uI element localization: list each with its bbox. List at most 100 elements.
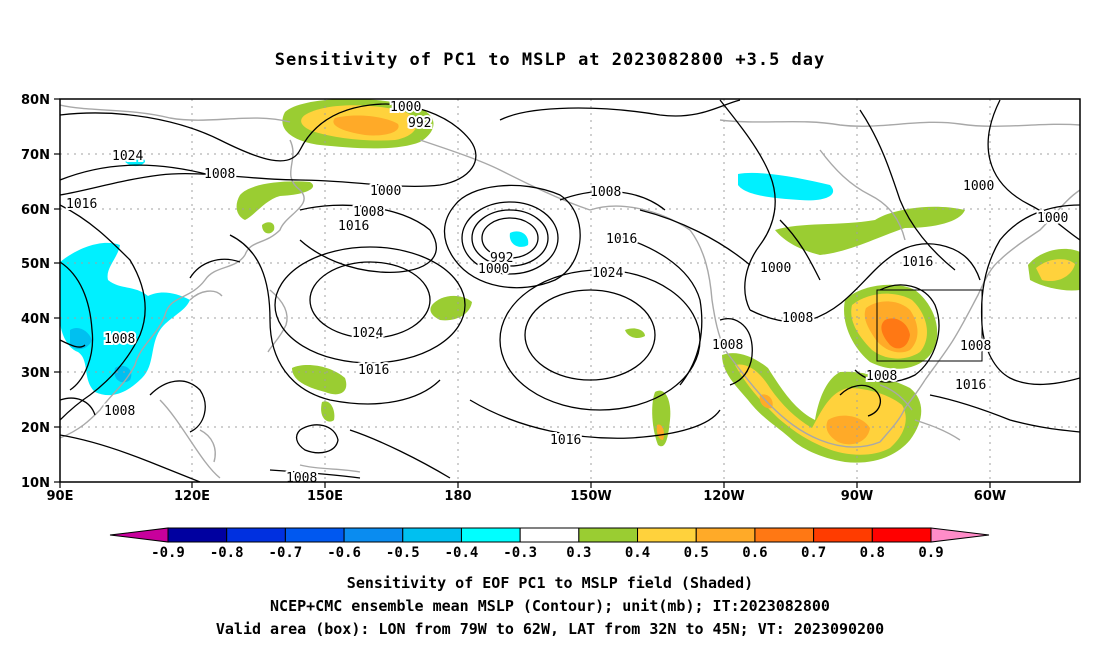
colorbar-box xyxy=(519,527,580,543)
contour-labels: 1000 992 1024 1008 1016 1000 1008 1016 9… xyxy=(64,99,1070,486)
colorbar-label: -0.6 xyxy=(327,545,361,561)
colorbar-boxes xyxy=(167,527,932,543)
contour-label: 1016 xyxy=(955,378,986,393)
contour-label: 1000 xyxy=(390,100,421,115)
colorbar-over-triangle xyxy=(930,527,990,543)
contour-label: 992 xyxy=(490,251,513,266)
contour-label: 1016 xyxy=(606,232,637,247)
caption-line-2: NCEP+CMC ensemble mean MSLP (Contour); u… xyxy=(270,597,830,615)
colorbar-label: 0.9 xyxy=(918,545,943,561)
colorbar-box xyxy=(754,527,815,543)
contour-label: 1024 xyxy=(112,149,143,164)
contour-label: 1008 xyxy=(782,311,813,326)
contour-label: 1008 xyxy=(712,338,743,353)
map-frame xyxy=(59,98,1081,483)
lat-label: 50N xyxy=(21,257,50,272)
colorbar-label: -0.4 xyxy=(445,545,479,561)
negative-shading-pacific-low xyxy=(509,231,529,247)
colorbar-label: 0.3 xyxy=(566,545,591,561)
colorbar-box xyxy=(871,527,932,543)
contour-label: 1000 xyxy=(760,261,791,276)
contour-label: 1016 xyxy=(338,219,369,234)
colorbar-label: 0.5 xyxy=(684,545,709,561)
colorbar-label: 0.6 xyxy=(742,545,767,561)
contour-label: 1008 xyxy=(104,332,135,347)
lat-label: 40N xyxy=(21,312,50,327)
lon-label: 120W xyxy=(703,489,744,504)
lon-label: 150E xyxy=(307,489,343,504)
shading-us-east-06 xyxy=(881,318,910,349)
colorbar-box xyxy=(167,527,228,543)
negative-shading-china xyxy=(60,242,190,396)
contour-label: 1016 xyxy=(902,255,933,270)
caption-line-1: Sensitivity of EOF PC1 to MSLP field (Sh… xyxy=(346,574,754,592)
shaded-sensitivity-layer xyxy=(60,99,1080,463)
negative-shading-arctic-small xyxy=(122,154,145,167)
longitude-labels: 90E 120E 150E 180 150W 120W 90W 60W xyxy=(47,489,1007,504)
lon-label: 150W xyxy=(570,489,611,504)
contour-label: 992 xyxy=(408,116,431,131)
lat-label: 80N xyxy=(21,93,50,108)
contour-label: 1000 xyxy=(370,184,401,199)
lon-label: 90W xyxy=(841,489,873,504)
positive-shading-hawaii xyxy=(652,390,671,447)
lon-label: 60W xyxy=(974,489,1006,504)
contour-label: 1000 xyxy=(1037,211,1068,226)
positive-shading-pacific-2 xyxy=(292,365,347,395)
colorbar-box xyxy=(284,527,345,543)
negative-shading-china-2 xyxy=(70,328,92,350)
map-plot-area: 1000 992 1024 1008 1016 1000 1008 1016 9… xyxy=(60,99,1080,486)
colorbar-label: -0.8 xyxy=(210,545,244,561)
colorbar-box xyxy=(343,527,404,543)
contour-label: 1000 xyxy=(478,262,509,277)
colorbar-box xyxy=(402,527,462,543)
colorbar: -0.9 -0.8 -0.7 -0.6 -0.5 -0.4 -0.3 0.3 0.4 0.5 0.6… xyxy=(109,527,990,561)
contour-label: 1024 xyxy=(352,326,383,341)
lat-label: 70N xyxy=(21,148,50,163)
colorbar-box xyxy=(578,527,639,543)
lat-label: 20N xyxy=(21,421,50,436)
contour-label: 1008 xyxy=(353,205,384,220)
lat-label: 10N xyxy=(21,476,50,491)
gridlines xyxy=(60,99,1080,482)
colorbar-label: 0.7 xyxy=(801,545,826,561)
contour-label: 1000 xyxy=(963,179,994,194)
colorbar-box xyxy=(695,527,756,543)
colorbar-label: -0.9 xyxy=(151,545,185,561)
contour-label: 1008 xyxy=(960,339,991,354)
contour-label: 1024 xyxy=(592,266,623,281)
lon-label: 180 xyxy=(444,489,471,504)
positive-shading-siberia-2 xyxy=(262,222,275,234)
axis-ticks xyxy=(54,98,991,488)
coastlines xyxy=(60,104,1080,479)
colorbar-label: -0.7 xyxy=(269,545,303,561)
contour-label: 1008 xyxy=(104,404,135,419)
positive-shading-pacific-3 xyxy=(321,401,335,422)
contour-label: 1008 xyxy=(286,471,317,486)
latitude-labels: 80N 70N 60N 50N 40N 30N 20N 10N xyxy=(21,93,50,491)
contour-label: 1016 xyxy=(358,363,389,378)
contour-label: 1008 xyxy=(590,185,621,200)
valid-area-box xyxy=(876,289,983,362)
caption-line-3: Valid area (box): LON from 79W to 62W, L… xyxy=(215,620,885,638)
shading-arctic-05 xyxy=(333,115,399,136)
colorbar-labels: -0.9 -0.8 -0.7 -0.6 -0.5 -0.4 -0.3 0.3 0.4 0.5 0.6… xyxy=(151,545,944,561)
colorbar-box xyxy=(460,527,521,543)
colorbar-box xyxy=(637,527,697,543)
positive-shading-pacific-4 xyxy=(625,328,645,338)
colorbar-label: 0.8 xyxy=(860,545,885,561)
contour-label: 1008 xyxy=(866,369,897,384)
lat-label: 30N xyxy=(21,366,50,381)
positive-shading-canada xyxy=(775,206,965,255)
shading-atlantic-04 xyxy=(1036,259,1075,282)
shading-mexico-05 xyxy=(826,415,870,445)
shading-hawaii-04 xyxy=(656,424,665,440)
contour-label: 1008 xyxy=(204,167,235,182)
map-title: Sensitivity of PC1 to MSLP at 2023082800… xyxy=(274,50,826,70)
lon-label: 120E xyxy=(174,489,210,504)
negative-shading-canada xyxy=(738,172,834,201)
mslp-contours xyxy=(60,99,1080,482)
contour-label: 1016 xyxy=(66,197,97,212)
colorbar-box xyxy=(813,527,873,543)
